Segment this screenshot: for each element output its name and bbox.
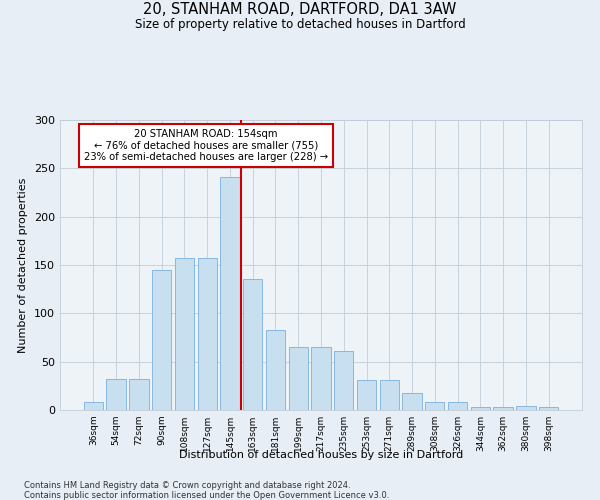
- Bar: [380, 380, 399, 410]
- Text: 20, STANHAM ROAD, DARTFORD, DA1 3AW: 20, STANHAM ROAD, DARTFORD, DA1 3AW: [143, 2, 457, 18]
- Text: Contains HM Land Registry data © Crown copyright and database right 2024.: Contains HM Land Registry data © Crown c…: [24, 481, 350, 490]
- Bar: [311, 347, 331, 410]
- Bar: [470, 407, 490, 410]
- Bar: [425, 402, 445, 410]
- Bar: [243, 278, 262, 410]
- Bar: [357, 380, 376, 410]
- Text: 20 STANHAM ROAD: 154sqm
← 76% of detached houses are smaller (755)
23% of semi-d: 20 STANHAM ROAD: 154sqm ← 76% of detache…: [84, 128, 328, 162]
- Bar: [175, 258, 194, 410]
- Bar: [403, 392, 422, 410]
- Y-axis label: Number of detached properties: Number of detached properties: [19, 178, 28, 352]
- Text: Contains public sector information licensed under the Open Government Licence v3: Contains public sector information licen…: [24, 491, 389, 500]
- Bar: [106, 379, 126, 410]
- Bar: [493, 407, 513, 410]
- Bar: [152, 270, 172, 410]
- Bar: [84, 402, 103, 410]
- Bar: [334, 351, 353, 410]
- Bar: [516, 406, 536, 410]
- Text: Size of property relative to detached houses in Dartford: Size of property relative to detached ho…: [134, 18, 466, 31]
- Text: Distribution of detached houses by size in Dartford: Distribution of detached houses by size …: [179, 450, 463, 460]
- Bar: [289, 347, 308, 410]
- Bar: [539, 407, 558, 410]
- Bar: [448, 402, 467, 410]
- Bar: [220, 177, 239, 410]
- Bar: [197, 258, 217, 410]
- Bar: [129, 379, 149, 410]
- Bar: [266, 330, 285, 410]
